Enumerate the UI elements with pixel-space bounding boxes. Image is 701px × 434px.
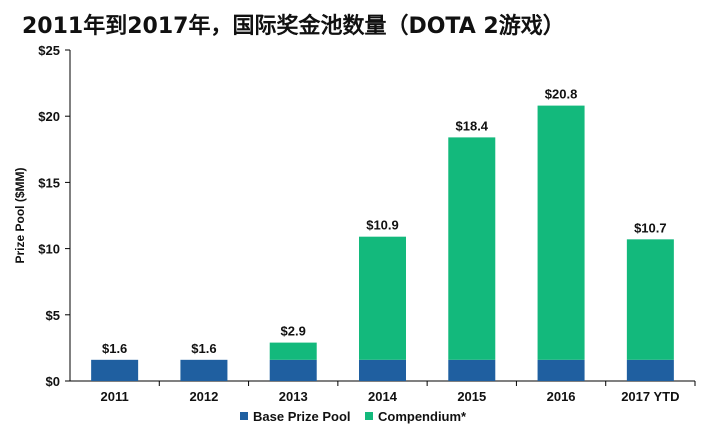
bar-segment-compendium — [448, 137, 496, 360]
bar-segment-compendium — [626, 239, 674, 360]
y-tick-label: $20 — [38, 109, 60, 124]
y-axis-label: Prize Pool ($MM) — [13, 167, 27, 263]
bar-total-label: $18.4 — [456, 118, 489, 133]
bar-segment-base — [359, 359, 406, 381]
bar-segment-compendium — [269, 342, 317, 360]
bar-total-label: $10.9 — [366, 218, 399, 233]
bar-segment-base — [537, 359, 585, 381]
bar-total-label: $1.6 — [102, 341, 127, 356]
x-tick-label: 2016 — [547, 389, 576, 404]
legend-swatch — [365, 412, 373, 420]
bars — [91, 105, 674, 381]
y-tick-label: $0 — [46, 374, 60, 389]
bar-labels: $1.6 $1.6 $2.9 $10.9 $18.4 $20.8 $10.7 — [102, 87, 667, 356]
bar-total-label: $1.6 — [191, 341, 216, 356]
bar-segment-base — [626, 359, 674, 381]
bar-total-label: $20.8 — [545, 87, 578, 102]
legend-swatch — [240, 412, 248, 420]
bar-segment-compendium — [537, 105, 585, 360]
legend-label: Compendium* — [378, 409, 467, 424]
bar-segment-base — [269, 359, 317, 381]
y-tick-label: $5 — [46, 308, 60, 323]
chart-title: 2011年到2017年，国际奖金池数量（DOTA 2游戏） — [22, 14, 565, 39]
legend: Base Prize Pool Compendium* — [240, 409, 467, 424]
bar-segment-base — [448, 359, 496, 381]
x-tick-label: 2013 — [279, 389, 308, 404]
legend-label: Base Prize Pool — [253, 409, 351, 424]
y-tick-label: $15 — [38, 175, 60, 190]
bar-segment-base — [91, 359, 139, 381]
bar-total-label: $2.9 — [281, 324, 306, 339]
bar-segment-base — [180, 359, 228, 381]
x-tick-label: 2017 YTD — [621, 389, 679, 404]
y-tick-label: $25 — [38, 43, 60, 58]
bar-total-label: $10.7 — [634, 220, 667, 235]
x-tick-label: 2012 — [189, 389, 218, 404]
y-tick-label: $10 — [38, 242, 60, 257]
x-tick-label: 2015 — [457, 389, 486, 404]
x-tick-label: 2014 — [368, 389, 398, 404]
x-tick-label: 2011 — [101, 389, 129, 404]
bar-segment-compendium — [359, 236, 406, 360]
